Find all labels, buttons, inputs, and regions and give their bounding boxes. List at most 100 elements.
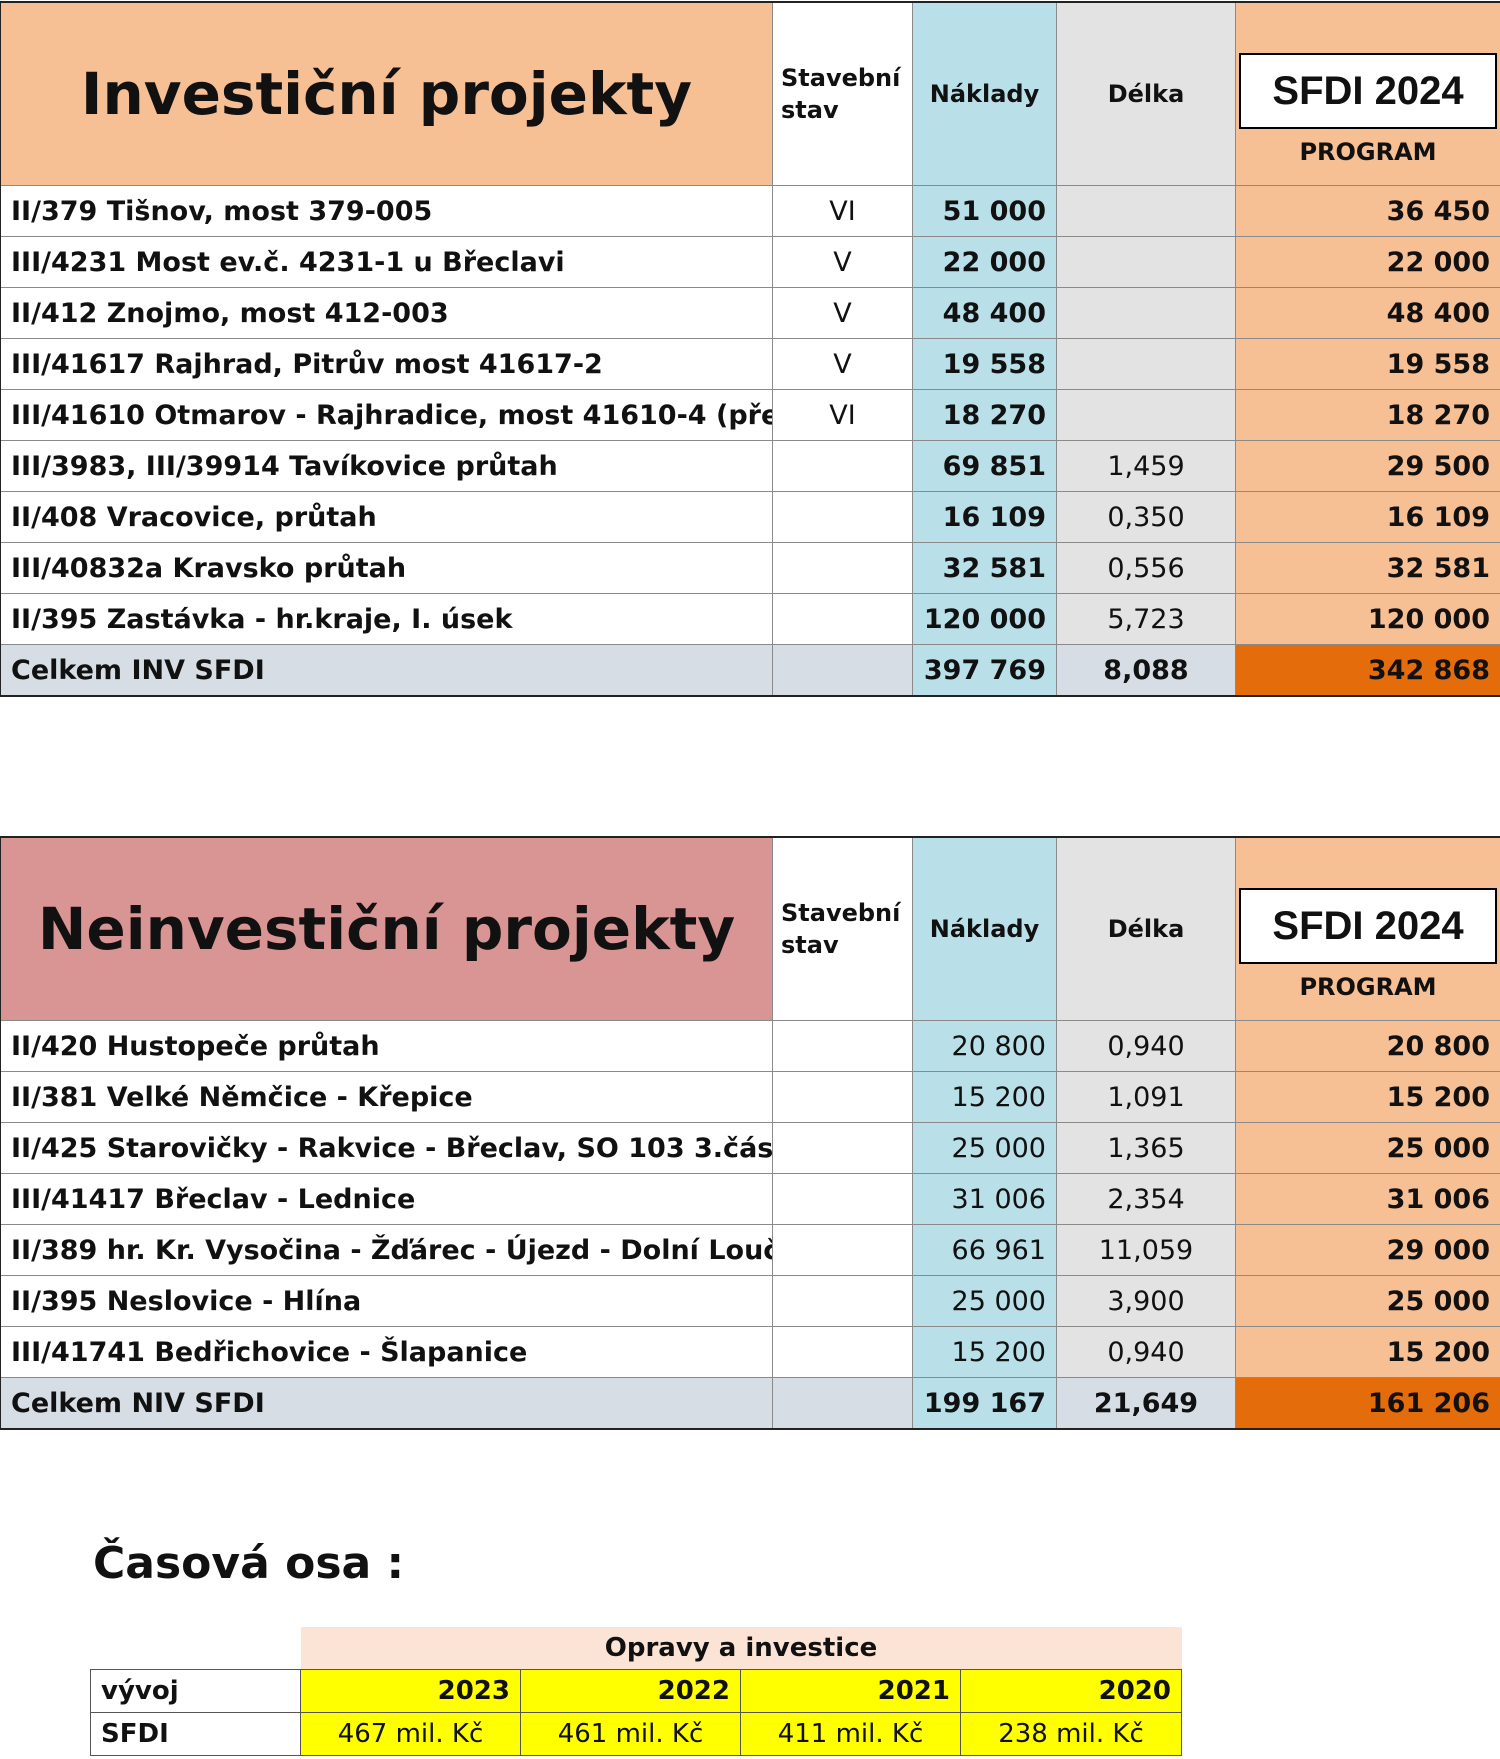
project-naklady: 66 961	[912, 1224, 1057, 1276]
project-stav	[772, 491, 913, 543]
project-delka	[1056, 389, 1236, 441]
project-name: II/395 Neslovice - Hlína	[0, 1275, 773, 1327]
project-program: 15 200	[1235, 1326, 1500, 1378]
col-delka-header: Délka	[1056, 837, 1236, 1021]
timeline-caption-spacer	[91, 1627, 301, 1670]
project-delka: 0,940	[1056, 1020, 1236, 1072]
table-row: II/412 Znojmo, most 412-003 V 48 400 48 400	[0, 287, 1500, 339]
project-name: III/41610 Otmarov - Rajhradice, most 416…	[0, 389, 773, 441]
timeline-year: 2023	[300, 1669, 521, 1713]
project-naklady: 16 109	[912, 491, 1057, 543]
project-naklady: 31 006	[912, 1173, 1057, 1225]
project-naklady: 120 000	[912, 593, 1057, 645]
total-naklady: 397 769	[912, 644, 1057, 696]
project-delka	[1056, 287, 1236, 339]
col-delka-header: Délka	[1056, 2, 1236, 186]
total-stav	[772, 1377, 913, 1429]
table-row: II/379 Tišnov, most 379-005 VI 51 000 36 45…	[0, 185, 1500, 237]
timeline-value: 461 mil. Kč	[520, 1712, 741, 1756]
project-naklady: 20 800	[912, 1020, 1057, 1072]
table-row: II/425 Starovičky - Rakvice - Břeclav, S…	[0, 1122, 1500, 1174]
total-program: 342 868	[1235, 644, 1500, 696]
table-row: III/41617 Rajhrad, Pitrův most 41617-2 V 1…	[0, 338, 1500, 390]
neinvesticni-title: Neinvestiční projekty	[0, 837, 773, 1021]
timeline-years-label: vývoj	[90, 1669, 301, 1713]
project-name: II/379 Tišnov, most 379-005	[0, 185, 773, 237]
project-program: 15 200	[1235, 1071, 1500, 1123]
project-program: 19 558	[1235, 338, 1500, 390]
total-stav	[772, 644, 913, 696]
program-label: PROGRAM	[1299, 138, 1437, 166]
project-name: II/412 Znojmo, most 412-003	[0, 287, 773, 339]
project-naklady: 51 000	[912, 185, 1057, 237]
neinvesticni-total-row: Celkem NIV SFDI 199 167 21,649 161 206	[0, 1377, 1500, 1429]
project-program: 32 581	[1235, 542, 1500, 594]
project-naklady: 15 200	[912, 1326, 1057, 1378]
table-row: III/41741 Bedřichovice - Šlapanice 15 200…	[0, 1326, 1500, 1378]
total-label: Celkem INV SFDI	[0, 644, 773, 696]
project-program: 25 000	[1235, 1122, 1500, 1174]
project-stav	[772, 1020, 913, 1072]
investicni-title: Investiční projekty	[0, 2, 773, 186]
project-program: 48 400	[1235, 287, 1500, 339]
project-name: III/3983, III/39914 Tavíkovice průtah	[0, 440, 773, 492]
table-row: II/389 hr. Kr. Vysočina - Žďárec - Újezd…	[0, 1224, 1500, 1276]
project-program: 120 000	[1235, 593, 1500, 645]
project-name: II/389 hr. Kr. Vysočina - Žďárec - Újezd…	[0, 1224, 773, 1276]
project-stav	[772, 1173, 913, 1225]
project-delka	[1056, 338, 1236, 390]
project-naklady: 48 400	[912, 287, 1057, 339]
table-row: III/41610 Otmarov - Rajhradice, most 416…	[0, 389, 1500, 441]
timeline-value: 238 mil. Kč	[960, 1712, 1182, 1756]
project-delka: 2,354	[1056, 1173, 1236, 1225]
project-stav	[772, 593, 913, 645]
table-row: III/40832a Kravsko průtah 32 581 0,556 32 5…	[0, 542, 1500, 594]
project-name: II/395 Zastávka - hr.kraje, I. úsek	[0, 593, 773, 645]
project-delka	[1056, 185, 1236, 237]
project-stav: V	[772, 287, 913, 339]
sfdi-2024-label: SFDI 2024	[1239, 888, 1497, 964]
project-program: 29 000	[1235, 1224, 1500, 1276]
table-row: II/395 Zastávka - hr.kraje, I. úsek 120 0…	[0, 593, 1500, 645]
project-program: 29 500	[1235, 440, 1500, 492]
timeline-value: 467 mil. Kč	[300, 1712, 521, 1756]
project-delka: 1,459	[1056, 440, 1236, 492]
project-name: II/425 Starovičky - Rakvice - Břeclav, S…	[0, 1122, 773, 1174]
project-stav: V	[772, 338, 913, 390]
project-delka: 0,940	[1056, 1326, 1236, 1378]
table-row: II/395 Neslovice - Hlína 25 000 3,900 25 00…	[0, 1275, 1500, 1327]
table-row: II/381 Velké Němčice - Křepice 15 200 1,09…	[0, 1071, 1500, 1123]
timeline-caption: Opravy a investice	[300, 1627, 1182, 1670]
total-label: Celkem NIV SFDI	[0, 1377, 773, 1429]
project-delka: 0,350	[1056, 491, 1236, 543]
col-naklady-header: Náklady	[912, 837, 1057, 1021]
project-naklady: 69 851	[912, 440, 1057, 492]
project-stav	[772, 1071, 913, 1123]
project-stav	[772, 1326, 913, 1378]
timeline-year: 2022	[520, 1669, 741, 1713]
project-naklady: 32 581	[912, 542, 1057, 594]
total-naklady: 199 167	[912, 1377, 1057, 1429]
sfdi-2024-label: SFDI 2024	[1239, 53, 1497, 129]
col-sfdi-header: SFDI 2024 PROGRAM	[1235, 837, 1500, 1021]
col-stav-header: Stavební stav	[772, 837, 913, 1021]
project-name: II/420 Hustopeče průtah	[0, 1020, 773, 1072]
project-naklady: 25 000	[912, 1122, 1057, 1174]
timeline-heading: Časová osa :	[93, 1538, 405, 1589]
project-delka	[1056, 236, 1236, 288]
project-stav	[772, 1275, 913, 1327]
project-program: 16 109	[1235, 491, 1500, 543]
table-row: II/420 Hustopeče průtah 20 800 0,940 20 800	[0, 1020, 1500, 1072]
project-name: II/381 Velké Němčice - Křepice	[0, 1071, 773, 1123]
project-name: III/40832a Kravsko průtah	[0, 542, 773, 594]
timeline-year: 2020	[960, 1669, 1182, 1713]
project-name: III/41617 Rajhrad, Pitrův most 41617-2	[0, 338, 773, 390]
timeline-table: Opravy a investice vývoj 2023 2022 2021 …	[90, 1627, 1182, 1756]
project-naklady: 15 200	[912, 1071, 1057, 1123]
project-delka: 11,059	[1056, 1224, 1236, 1276]
project-stav	[772, 1224, 913, 1276]
table-row: III/4231 Most ev.č. 4231-1 u Břeclavi V 22…	[0, 236, 1500, 288]
neinvesticni-table: Neinvestiční projekty Stavební stav Nákl…	[0, 836, 1500, 1430]
project-delka: 3,900	[1056, 1275, 1236, 1327]
project-stav	[772, 1122, 913, 1174]
